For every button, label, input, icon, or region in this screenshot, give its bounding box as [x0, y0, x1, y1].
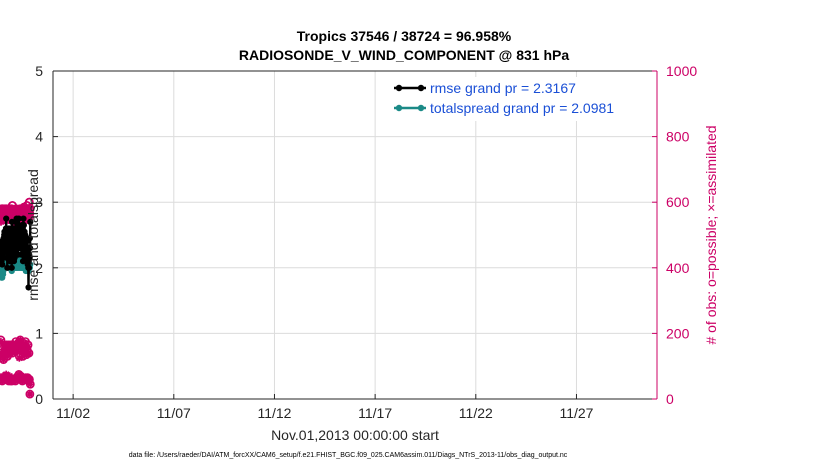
legend-label-rmse: rmse grand pr = 2.3167	[430, 80, 576, 96]
legend-marker-rmse	[417, 84, 425, 92]
obs-assimilated-marker	[26, 380, 35, 389]
series-point-rmse	[8, 264, 15, 271]
series-point-rmse	[3, 215, 10, 222]
series-point-rmse	[26, 235, 33, 242]
obs-assimilated-marker	[3, 352, 12, 361]
x-tick-label: 11/17	[358, 405, 392, 421]
obs-assimilated-marker	[0, 352, 7, 361]
x-tick-label: 11/27	[559, 405, 593, 421]
series-point-rmse	[22, 231, 29, 239]
obs-assimilated-marker	[2, 370, 10, 379]
x-tick-label: 11/02	[56, 405, 90, 421]
legend-label-totalspread: totalspread grand pr = 2.0981	[430, 100, 614, 116]
chart-title-line1: Tropics 37546 / 38724 = 96.958%	[297, 28, 512, 44]
y-tick-label-left: 0	[35, 391, 43, 407]
y-axis-label-left: rmse and totalspread	[25, 169, 41, 301]
obs-assimilated-marker	[26, 390, 34, 398]
y-tick-label-right: 200	[666, 325, 690, 341]
y-axis-label-right: # of obs: o=possible; ×=assimilated	[703, 125, 719, 344]
footnote: data file: /Users/raeder/DAI/ATM_forcXX/…	[129, 452, 568, 459]
obs-assimilated-marker	[1, 349, 10, 357]
obs-assimilated-marker	[24, 342, 32, 351]
y-tick-label-right: 600	[666, 194, 690, 210]
y-tick-label-left: 4	[35, 129, 43, 145]
series-point-rmse	[0, 261, 6, 268]
obs-assimilated-marker	[0, 355, 8, 364]
y-tick-label-left: 5	[35, 63, 43, 79]
series-point-rmse	[26, 254, 33, 262]
x-tick-label: 11/07	[157, 405, 191, 421]
obs-assimilated-marker	[26, 213, 35, 221]
x-tick-label: 11/12	[257, 405, 291, 421]
series-point-rmse	[4, 264, 11, 271]
y-tick-label-left: 2	[35, 260, 43, 276]
obs-assimilated-marker	[15, 354, 24, 362]
chart-title-line2: RADIOSONDE_V_WIND_COMPONENT @ 831 hPa	[239, 47, 569, 63]
legend-box	[388, 77, 655, 121]
plot-area	[53, 71, 657, 399]
series-point-rmse	[27, 218, 34, 225]
series-point-rmse	[20, 222, 27, 229]
y-tick-label-left: 1	[35, 325, 43, 341]
obs-assimilated-marker	[25, 349, 33, 357]
series-layer	[0, 197, 35, 399]
series-point-rmse	[25, 284, 32, 291]
y-tick-label-right: 800	[666, 129, 690, 145]
obs-assimilated-marker	[12, 339, 20, 348]
obs-assimilated-marker	[25, 375, 34, 384]
axes: 11/02 11/07 11/12 11/17 11/22 11/27 0 1 2 3 4 5 0 200…	[35, 63, 697, 421]
series-point-rmse	[20, 215, 27, 222]
y-tick-label-right: 1000	[666, 63, 697, 79]
obs-assimilated-marker	[19, 352, 27, 361]
obs-assimilated-marker	[13, 347, 22, 356]
obs-assimilated-marker	[23, 346, 32, 354]
legend-marker-totalspread	[417, 104, 425, 112]
series-point-rmse	[15, 215, 22, 222]
y-tick-label-right: 0	[666, 391, 674, 407]
obs-assimilated-marker	[25, 203, 34, 211]
y-tick-label-left: 3	[35, 194, 43, 210]
obs-assimilated-marker	[21, 339, 30, 348]
obs-assimilated-marker	[0, 337, 5, 346]
legend: rmse grand pr = 2.3167 totalspread grand…	[388, 77, 655, 121]
x-tick-label: 11/22	[459, 405, 493, 421]
obs-assimilated-marker	[5, 372, 14, 380]
series-point-rmse	[25, 264, 33, 271]
legend-marker-rmse	[395, 84, 403, 92]
series-point-rmse	[26, 245, 34, 252]
obs-assimilated-marker	[16, 336, 25, 344]
obs-assimilated-marker	[8, 204, 17, 213]
legend-marker-totalspread	[395, 104, 403, 112]
y-tick-label-right: 400	[666, 260, 690, 276]
x-axis-label: Nov.01,2013 00:00:00 start	[271, 427, 439, 443]
